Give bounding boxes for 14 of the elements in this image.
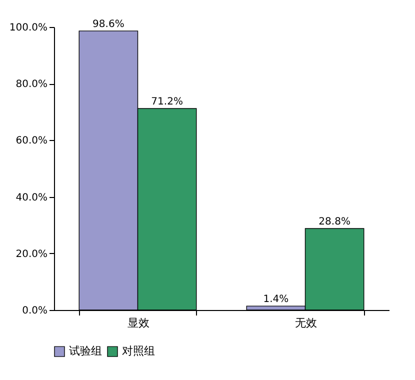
x-tick-label: 显效 — [127, 316, 150, 330]
y-tick-label: 40.0% — [16, 192, 48, 204]
y-tick-label: 100.0% — [9, 22, 48, 34]
data-label: 1.4% — [263, 294, 289, 306]
y-tick-label: 60.0% — [16, 136, 48, 147]
data-label: 98.6% — [92, 18, 124, 30]
x-tick-label: 无效 — [294, 316, 317, 330]
legend-label: 对照组 — [122, 344, 155, 358]
y-tick-label: 20.0% — [16, 248, 48, 260]
legend-label: 试验组 — [69, 344, 102, 358]
y-tick-label: 0.0% — [22, 306, 48, 316]
y-tick-label: 80.0% — [16, 79, 48, 90]
data-label: 28.8% — [318, 216, 350, 228]
data-label: 71.2% — [151, 96, 183, 108]
